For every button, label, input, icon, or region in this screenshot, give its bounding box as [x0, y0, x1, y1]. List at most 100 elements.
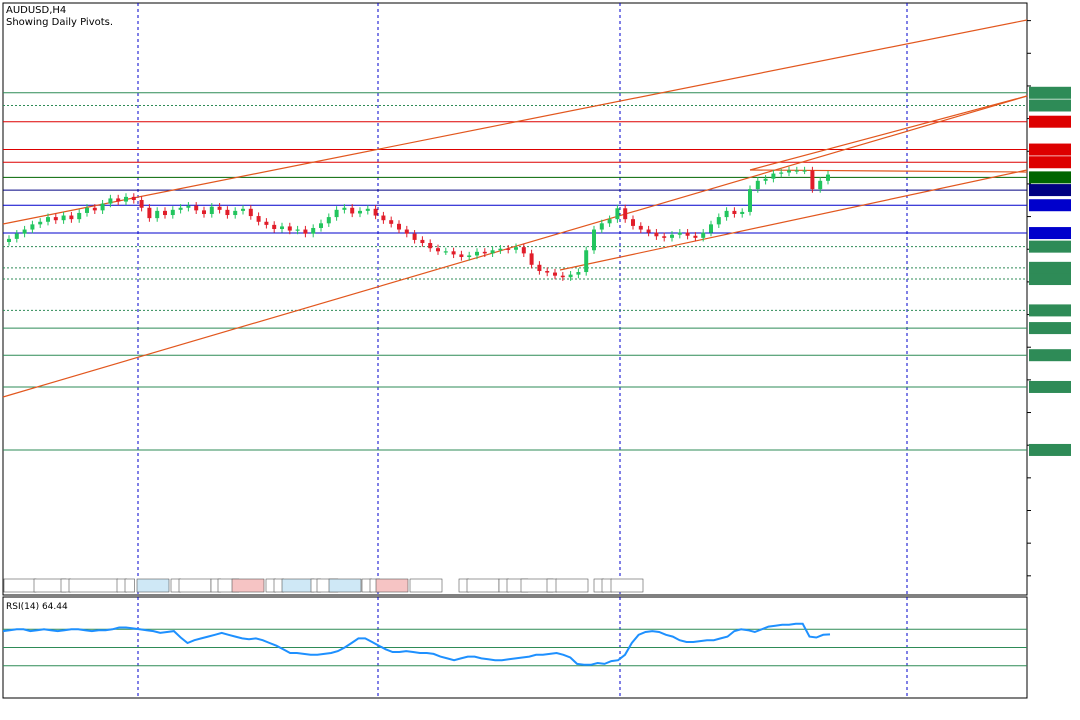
candle-body-92 [724, 210, 729, 218]
candle-body-78 [615, 208, 620, 220]
candle-body-99 [779, 172, 784, 174]
candle-body-1 [14, 233, 19, 239]
candle-body-60 [475, 251, 479, 256]
candle-body-10 [85, 207, 89, 213]
candle-body-36 [287, 226, 292, 231]
candle-body-9 [77, 212, 82, 220]
candle-body-103 [810, 170, 815, 190]
candle-body-26 [209, 206, 214, 214]
candle-body-90 [709, 224, 713, 233]
session-box-23 [466, 578, 500, 593]
level-tag-12 [1029, 304, 1071, 317]
candle-body-64 [506, 248, 511, 250]
candle-body-44 [350, 207, 355, 214]
candle-body-98 [771, 173, 776, 179]
candle-body-89 [701, 232, 706, 238]
candle-body-74 [584, 250, 589, 273]
level-tag-3 [1029, 143, 1071, 156]
channel-inner-upper [749, 95, 1028, 171]
session-box-31 [610, 578, 644, 593]
candle-body-63 [498, 248, 503, 251]
level-tag-11 [1029, 273, 1071, 286]
candle-body-19 [155, 210, 160, 219]
candle-body-94 [740, 211, 745, 214]
candle-body-34 [272, 224, 277, 230]
price-panel-frame[interactable] [2, 2, 1028, 596]
level-tag-5 [1029, 171, 1071, 184]
candle-body-7 [61, 215, 66, 221]
session-box-14 [281, 578, 315, 593]
candle-body-32 [256, 216, 261, 222]
symbol-title: AUDUSD,H4 [6, 5, 66, 16]
candle-body-17 [139, 199, 144, 208]
level-tag-14 [1029, 349, 1071, 362]
candle-body-82 [646, 229, 651, 233]
candle-body-28 [225, 209, 230, 216]
candle-body-43 [342, 207, 347, 210]
candle-body-11 [92, 207, 97, 211]
candle-body-39 [311, 227, 316, 234]
candle-body-16 [131, 196, 136, 200]
candle-body-45 [358, 210, 362, 214]
candle-body-3 [30, 224, 35, 230]
candle-body-12 [100, 203, 105, 211]
candle-body-4 [38, 221, 43, 225]
candle-body-55 [436, 248, 440, 252]
candle-body-6 [53, 217, 58, 221]
candle-body-5 [46, 217, 50, 222]
candle-body-13 [108, 198, 113, 204]
session-box-17 [328, 578, 362, 593]
session-box-20 [375, 578, 409, 593]
candle-body-58 [459, 254, 464, 258]
candle-body-104 [818, 180, 823, 190]
session-box-21 [409, 578, 443, 593]
rsi-label: RSI(14) 64.44 [6, 602, 68, 612]
candle-body-30 [241, 208, 245, 211]
candle-body-100 [787, 170, 791, 173]
candle-body-37 [295, 229, 300, 231]
candle-body-86 [677, 232, 682, 235]
channel-line-1 [2, 95, 1028, 398]
candle-body-15 [124, 196, 128, 202]
candle-body-65 [514, 247, 518, 250]
candle-body-76 [599, 223, 604, 230]
chart-subtitle: Showing Daily Pivots. [6, 17, 113, 28]
level-tag-10 [1029, 261, 1071, 274]
rsi-layer [2, 622, 1027, 667]
candle-body-35 [280, 226, 284, 230]
candle-body-42 [334, 209, 339, 218]
session-box-8 [178, 578, 212, 593]
candle-body-88 [693, 235, 698, 238]
level-tag-15 [1029, 380, 1071, 393]
candle-body-70 [553, 272, 557, 276]
candle-body-0 [7, 238, 11, 242]
candle-body-72 [568, 274, 573, 278]
candle-body-77 [607, 219, 612, 224]
level-tag-16 [1029, 443, 1071, 456]
candle-body-22 [178, 207, 183, 210]
session-box-28 [555, 578, 589, 593]
session-box-0 [3, 578, 37, 593]
candle-body-33 [264, 221, 269, 225]
level-tag-0 [1029, 86, 1071, 99]
candle-body-97 [763, 178, 768, 181]
candle-body-29 [233, 210, 238, 216]
candle-body-69 [545, 271, 550, 273]
rsi-line [2, 622, 831, 666]
session-box-11 [231, 578, 265, 593]
level-tag-13 [1029, 322, 1071, 335]
level-tag-1 [1029, 99, 1071, 112]
candle-body-14 [116, 198, 121, 202]
level-tag-6 [1029, 184, 1071, 197]
candle-body-102 [802, 170, 807, 172]
level-tag-9 [1029, 240, 1071, 253]
candle-body-75 [592, 229, 596, 251]
candle-body-85 [670, 234, 674, 238]
session-box-30 [601, 578, 612, 593]
level-tag-2 [1029, 115, 1071, 128]
candle-body-51 [404, 229, 409, 234]
candle-body-62 [490, 250, 495, 254]
level-tag-7 [1029, 199, 1071, 212]
